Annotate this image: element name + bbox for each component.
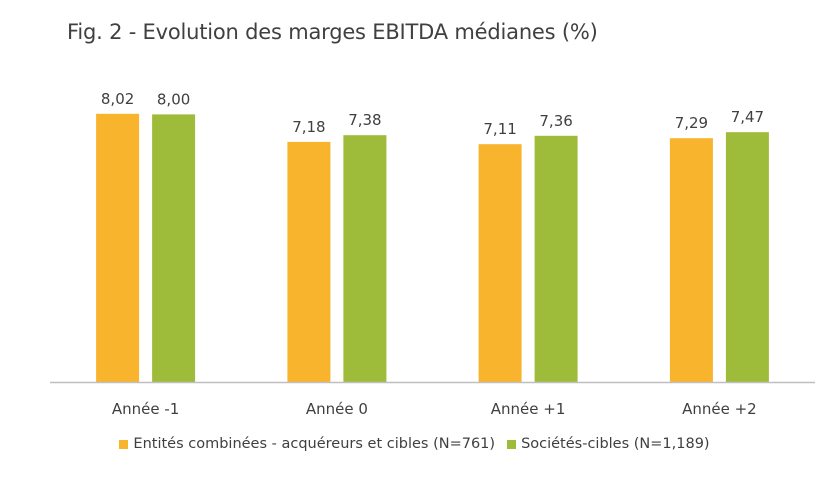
legend-label-series-1: Entités combinées - acquéreurs et cibles… [133,436,496,452]
bar-series-2-2 [343,135,387,382]
bar-series-2-1 [152,114,196,383]
x-tick-label-4: Année +2 [682,400,757,418]
data-label-series-1-4: 7,29 [675,114,708,132]
bar-series-1-1 [96,113,140,383]
data-label-series-1-3: 7,11 [483,120,516,138]
legend-item-series-2: Sociétés-cibles (N=1,189) [507,436,710,452]
bar-series-2-3 [534,135,578,382]
legend-swatch-series-2 [507,439,517,449]
data-label-series-1-1: 8,02 [101,90,134,108]
bar-series-2-4 [725,132,769,382]
legend-swatch-series-1 [119,439,129,449]
data-label-series-2-1: 8,00 [157,90,190,108]
chart-legend: Entités combinées - acquéreurs et cibles… [0,436,829,452]
chart-title: Fig. 2 - Evolution des marges EBITDA méd… [67,20,598,44]
data-label-series-2-4: 7,47 [731,108,764,126]
x-tick-label-1: Année -1 [112,400,179,418]
data-label-series-2-2: 7,38 [348,111,381,129]
bar-series-1-4 [669,138,713,382]
legend-label-series-2: Sociétés-cibles (N=1,189) [521,436,710,452]
bar-series-1-3 [478,144,522,382]
data-label-series-1-2: 7,18 [292,118,325,136]
x-tick-label-2: Année 0 [306,400,368,418]
data-label-series-2-3: 7,36 [539,112,572,130]
legend-item-series-1: Entités combinées - acquéreurs et cibles… [119,436,495,452]
x-tick-label-3: Année +1 [491,400,566,418]
bar-series-1-2 [287,141,331,382]
